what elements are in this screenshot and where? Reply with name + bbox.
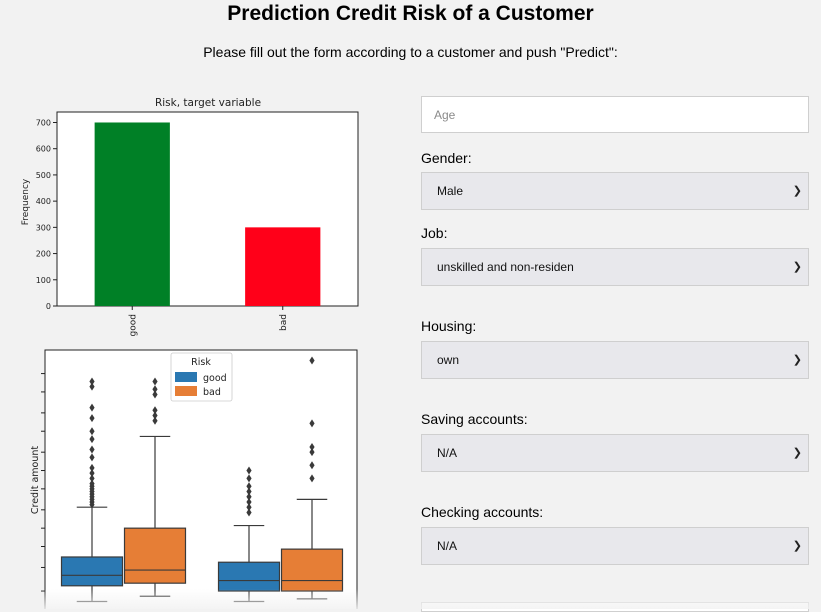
job-select[interactable]: unskilled and non-residen ❯ — [421, 248, 809, 286]
x-tick-label: good — [128, 314, 138, 336]
page-title: Prediction Credit Risk of a Customer — [227, 2, 594, 25]
chevron-down-icon: ❯ — [792, 185, 802, 197]
job-label: Job: — [421, 225, 448, 241]
box-legend: Risk good bad — [170, 352, 233, 402]
outlier-point — [152, 406, 158, 415]
outlier-point — [152, 385, 158, 394]
outlier-point — [89, 382, 95, 391]
legend-label-bad: bad — [203, 387, 221, 398]
y-tick-label: 500 — [36, 171, 51, 180]
age-input[interactable] — [421, 96, 809, 133]
outlier-point — [152, 377, 158, 386]
bar-bad — [245, 227, 321, 306]
outlier-point — [246, 508, 252, 517]
y-tick-label: 200 — [36, 250, 51, 259]
outlier-point — [309, 461, 315, 470]
outlier-point — [246, 482, 252, 491]
outlier-point — [309, 448, 315, 457]
outlier-point — [246, 474, 252, 483]
outlier-point — [309, 442, 315, 451]
bar-good — [94, 122, 170, 307]
box-bad — [280, 548, 344, 592]
chevron-down-icon: ❯ — [792, 447, 802, 459]
outlier-point — [89, 474, 95, 483]
box-bad — [123, 527, 187, 584]
outlier-point — [89, 377, 95, 386]
gender-label: Gender: — [421, 150, 472, 166]
legend-swatch-good — [175, 372, 197, 382]
outlier-point — [246, 487, 252, 496]
bar-chart-title: Risk, target variable — [155, 97, 261, 109]
chevron-down-icon: ❯ — [792, 540, 802, 552]
outlier-point — [89, 453, 95, 462]
box-good — [217, 561, 281, 592]
housing-label: Housing: — [421, 318, 477, 334]
gender-select-value: Male — [437, 184, 464, 198]
x-tick-label: bad — [279, 314, 289, 331]
chevron-down-icon: ❯ — [792, 354, 802, 366]
outlier-point — [89, 427, 95, 436]
next-field[interactable] — [421, 602, 809, 612]
box-good — [60, 556, 124, 587]
outlier-point — [89, 403, 95, 412]
outlier-point — [246, 492, 252, 501]
outlier-point — [309, 356, 315, 365]
risk-bar-chart: Risk, target variable Frequency good bad 0… — [21, 97, 359, 336]
outlier-point — [89, 469, 95, 478]
checking-accounts-select-value: N/A — [437, 539, 458, 553]
legend-label-good: good — [203, 373, 227, 384]
outlier-point — [89, 479, 95, 488]
outlier-point — [89, 445, 95, 454]
page-subtitle: Please fill out the form according to a … — [203, 44, 618, 60]
y-tick-label: 600 — [36, 145, 51, 154]
outlier-point — [246, 497, 252, 506]
outlier-point — [89, 463, 95, 472]
job-select-value: unskilled and non-residen — [437, 260, 574, 274]
outlier-point — [89, 414, 95, 423]
outlier-point — [309, 474, 315, 483]
y-tick-label: 100 — [36, 276, 51, 285]
y-tick-label: 300 — [36, 223, 51, 232]
y-tick-label: 700 — [36, 118, 51, 127]
outlier-point — [89, 435, 95, 444]
checking-accounts-select[interactable]: N/A ❯ — [421, 527, 809, 565]
box-chart-ylabel: Credit amount — [30, 446, 41, 515]
saving-accounts-select-value: N/A — [437, 446, 458, 460]
outlier-point — [246, 503, 252, 512]
housing-select[interactable]: own ❯ — [421, 341, 809, 379]
chevron-down-icon: ❯ — [792, 261, 802, 273]
y-tick-label: 400 — [36, 197, 51, 206]
checking-accounts-label: Checking accounts: — [421, 504, 544, 520]
y-tick-label: 0 — [46, 302, 51, 311]
credit-amount-boxplot: Credit amount Risk good bad — [30, 349, 358, 609]
legend-swatch-bad — [175, 386, 197, 396]
gender-select[interactable]: Male ❯ — [421, 172, 809, 210]
outlier-point — [246, 466, 252, 475]
bar-chart-ylabel: Frequency — [21, 178, 31, 225]
housing-select-value: own — [437, 353, 460, 367]
legend-title: Risk — [191, 357, 211, 368]
outlier-point — [152, 390, 158, 399]
saving-accounts-label: Saving accounts: — [421, 411, 528, 427]
outlier-point — [152, 416, 158, 425]
saving-accounts-select[interactable]: N/A ❯ — [421, 434, 809, 472]
outlier-point — [309, 419, 315, 428]
outlier-point — [152, 411, 158, 420]
